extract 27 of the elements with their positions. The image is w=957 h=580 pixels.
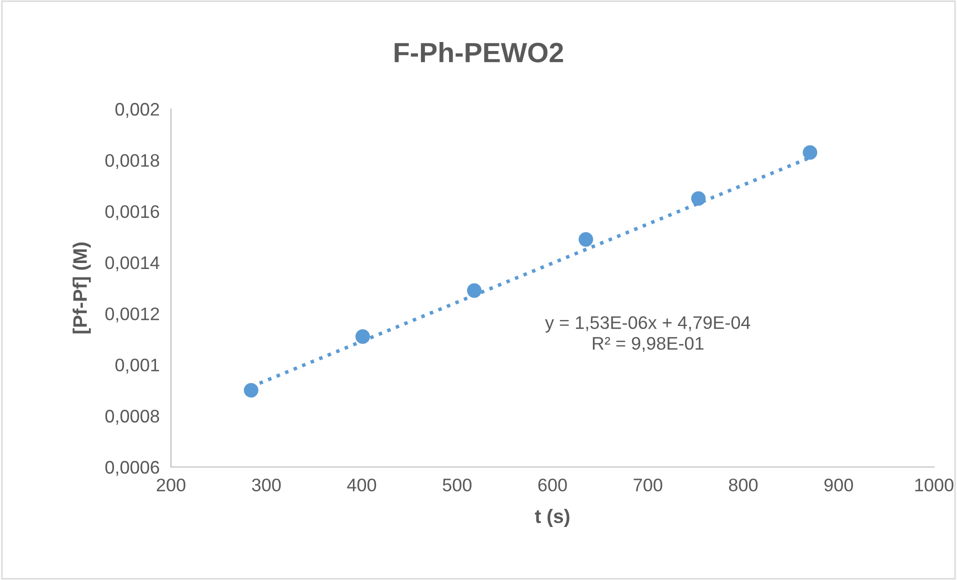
chart-title: F-Ph-PEWO2 xyxy=(394,42,564,62)
x-tick-label: 1000 xyxy=(915,478,954,492)
x-tick-label: 600 xyxy=(538,478,567,492)
annotation: y = 1,53E-06x + 4,79E-04 R² = 9,98E-01 xyxy=(545,316,750,352)
x-axis-title: t (s) xyxy=(534,508,570,527)
y-tick-label: 0,0018 xyxy=(105,154,160,169)
x-tick-label: 500 xyxy=(442,478,472,492)
x-tick-label: 900 xyxy=(824,478,853,492)
point xyxy=(355,329,370,344)
y-axis-title: [Pf-Pf] (M) xyxy=(72,242,91,334)
point xyxy=(244,383,258,398)
y-tick-label: 0,0014 xyxy=(105,256,160,272)
x-tick-label: 200 xyxy=(156,478,186,492)
y-tick-label: 0,0008 xyxy=(105,410,160,425)
x-tick-label: 800 xyxy=(728,478,758,492)
y-tick-label: 0,0006 xyxy=(105,460,160,476)
point xyxy=(802,145,818,160)
y-tick-label: 0,002 xyxy=(115,102,159,118)
x-tick-label: 400 xyxy=(347,478,376,492)
point xyxy=(467,283,482,298)
y-tick-label: 0,0016 xyxy=(105,205,160,220)
x-tick-label: 300 xyxy=(252,478,281,492)
y-tick-label: 0,0012 xyxy=(105,308,159,322)
point xyxy=(578,232,594,247)
point xyxy=(691,191,706,206)
y-tick-label: 0,001 xyxy=(115,358,160,374)
x-tick-label: 700 xyxy=(634,478,662,492)
